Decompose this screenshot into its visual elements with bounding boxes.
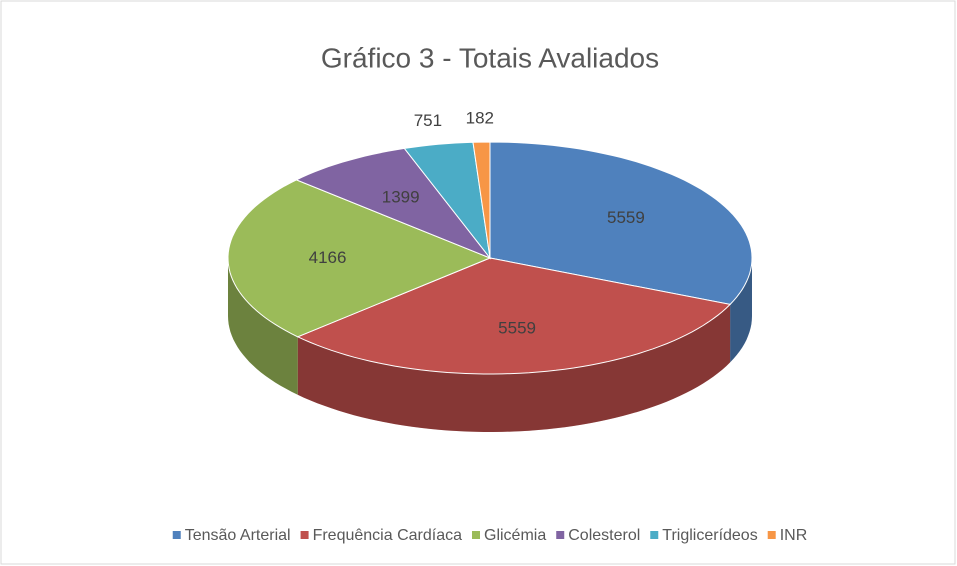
legend-label: INR [780,527,808,544]
slice [296,257,732,375]
legend-swatch [767,531,776,539]
data-label: 1399 [382,187,420,206]
legend-label: Triglicerídeos [662,527,757,544]
slice-side [228,258,298,395]
legend: Tensão Arterial Frequência Cardíaca Glicém… [172,527,808,544]
legend-swatch [556,531,565,539]
slice [403,141,491,260]
slice [489,141,753,305]
slice [295,147,492,260]
data-label: 182 [466,108,494,127]
slice-side [730,258,752,363]
legend-swatch [650,531,659,539]
slice-side [297,304,731,432]
legend-label: Frequência Cardíaca [313,527,463,544]
chart-title: Gráfico 3 - Totais Avaliados [321,42,659,73]
side-shade [730,258,752,363]
data-label: 751 [414,111,442,130]
data-label: 5559 [607,208,645,227]
data-label: 4166 [309,248,347,267]
legend-swatch [300,531,309,539]
side-shade [297,304,731,432]
legend-label: Tensão Arterial [185,527,291,544]
slice [472,141,491,259]
legend-swatch [472,531,480,539]
side-shade [228,258,298,395]
slice [227,179,492,338]
data-label: 5559 [498,318,536,337]
legend-label: Glicémia [484,527,546,544]
legend-swatch [172,531,181,539]
legend-label: Colesterol [568,527,640,544]
